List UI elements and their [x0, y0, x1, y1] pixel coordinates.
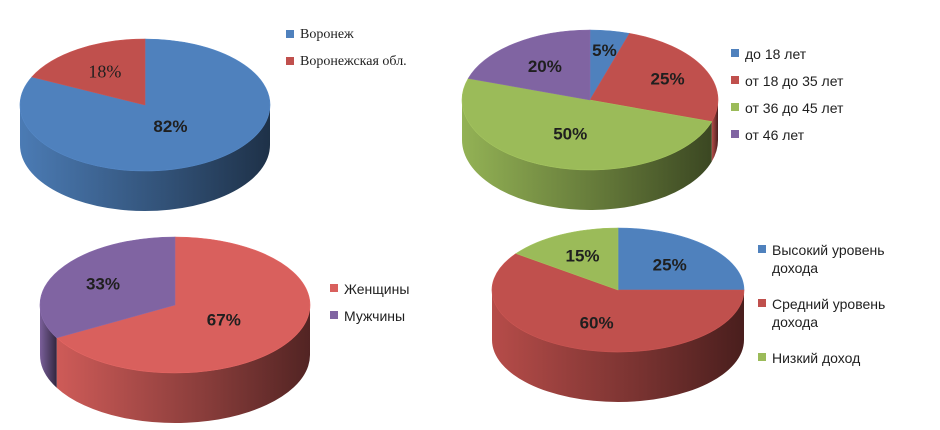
legend-swatch [731, 76, 739, 84]
legend-age: до 18 лет от 18 до 35 лет от 36 до 45 лет о… [731, 45, 843, 153]
legend-label: Средний уровень дохода [772, 295, 885, 331]
legend-gender: Женщины Мужчины [330, 280, 409, 334]
pie-sides [40, 305, 311, 423]
legend-item: Воронеж [286, 26, 407, 44]
pie-slice-2 [589, 33, 719, 122]
legend-label-line: дохода [772, 260, 819, 276]
legend-swatch [758, 245, 766, 253]
legend-label-line: дохода [772, 314, 819, 330]
legend-item: от 18 до 35 лет [731, 72, 843, 90]
legend-swatch [286, 57, 294, 65]
legend-label: Высокий уровень дохода [772, 241, 885, 277]
pie-slice-3 [461, 78, 713, 171]
legend-label: от 36 до 45 лет [745, 100, 844, 116]
legend-label: Женщины [344, 281, 410, 297]
legend-item: Средний уровень дохода [758, 295, 885, 331]
legend-swatch [758, 299, 766, 307]
pie-side-2 [492, 290, 744, 402]
legend-label: от 46 лет [745, 127, 805, 143]
pie-side-1 [20, 105, 270, 211]
legend-swatch [731, 49, 739, 57]
pie-slice-3 [515, 227, 619, 291]
legend-income: Высокий уровень дохода Средний уровень дохо… [758, 241, 885, 385]
legend-label: от 18 до 35 лет [745, 73, 844, 89]
pie-slice-2 [39, 236, 176, 339]
data-label-2: 18% [88, 62, 121, 82]
data-label-2: 60% [580, 313, 614, 332]
data-label-3: 50% [553, 124, 587, 143]
pie-sides [492, 290, 744, 402]
legend-swatch [758, 353, 766, 361]
pie-side-1 [56, 305, 311, 423]
pie-slice-2 [31, 38, 146, 106]
legend-item: от 46 лет [731, 126, 843, 144]
data-label-2: 25% [651, 69, 685, 88]
legend-item: Мужчины [330, 307, 409, 325]
legend-item: до 18 лет [731, 45, 843, 63]
data-label-3: 15% [566, 247, 600, 266]
data-label-1: 25% [653, 256, 687, 275]
legend-label: Воронеж [300, 27, 354, 42]
pie-side-2 [40, 305, 57, 388]
legend-swatch [286, 30, 294, 38]
legend-item: Низкий доход [758, 349, 885, 367]
pie-side-3 [462, 100, 712, 210]
legend-swatch [731, 130, 739, 138]
pie-sides [462, 100, 718, 210]
legend-location: Воронеж Воронежская обл. [286, 26, 407, 80]
legend-swatch [731, 103, 739, 111]
legend-swatch [330, 311, 338, 319]
data-label-4: 20% [528, 57, 562, 76]
pie-chart-4: 25% 60% 15% [491, 227, 745, 402]
legend-item: Воронежская обл. [286, 53, 407, 71]
legend-label-line: Низкий доход [772, 350, 861, 366]
legend-label-line: Высокий уровень [772, 242, 885, 258]
legend-item: от 36 до 45 лет [731, 99, 843, 117]
pie-side-2 [711, 100, 718, 162]
data-label-1: 82% [153, 117, 187, 136]
legend-label: до 18 лет [745, 46, 807, 62]
data-label-1: 67% [207, 311, 241, 330]
pie-slice-1 [56, 236, 311, 374]
legend-label: Низкий доход [772, 349, 860, 367]
pie-chart-2: 5% 25% 50% 20% [461, 29, 719, 210]
pie-chart-1: 82% 18% [19, 38, 271, 211]
pie-slice-1 [617, 227, 745, 291]
pie-slice-4 [467, 29, 591, 101]
legend-label: Воронежская обл. [300, 54, 407, 69]
legend-item: Женщины [330, 280, 409, 298]
pie-slice-2 [491, 253, 745, 353]
legend-item: Высокий уровень дохода [758, 241, 885, 277]
data-label-2: 33% [86, 275, 120, 294]
legend-swatch [330, 284, 338, 292]
pie-slice-1 [19, 38, 271, 172]
pie-chart-3: 67% 33% [39, 236, 311, 423]
data-label-1: 5% [592, 41, 617, 60]
pie-sides [20, 105, 270, 211]
legend-label-line: Средний уровень [772, 296, 886, 312]
legend-label: Мужчины [344, 308, 406, 324]
